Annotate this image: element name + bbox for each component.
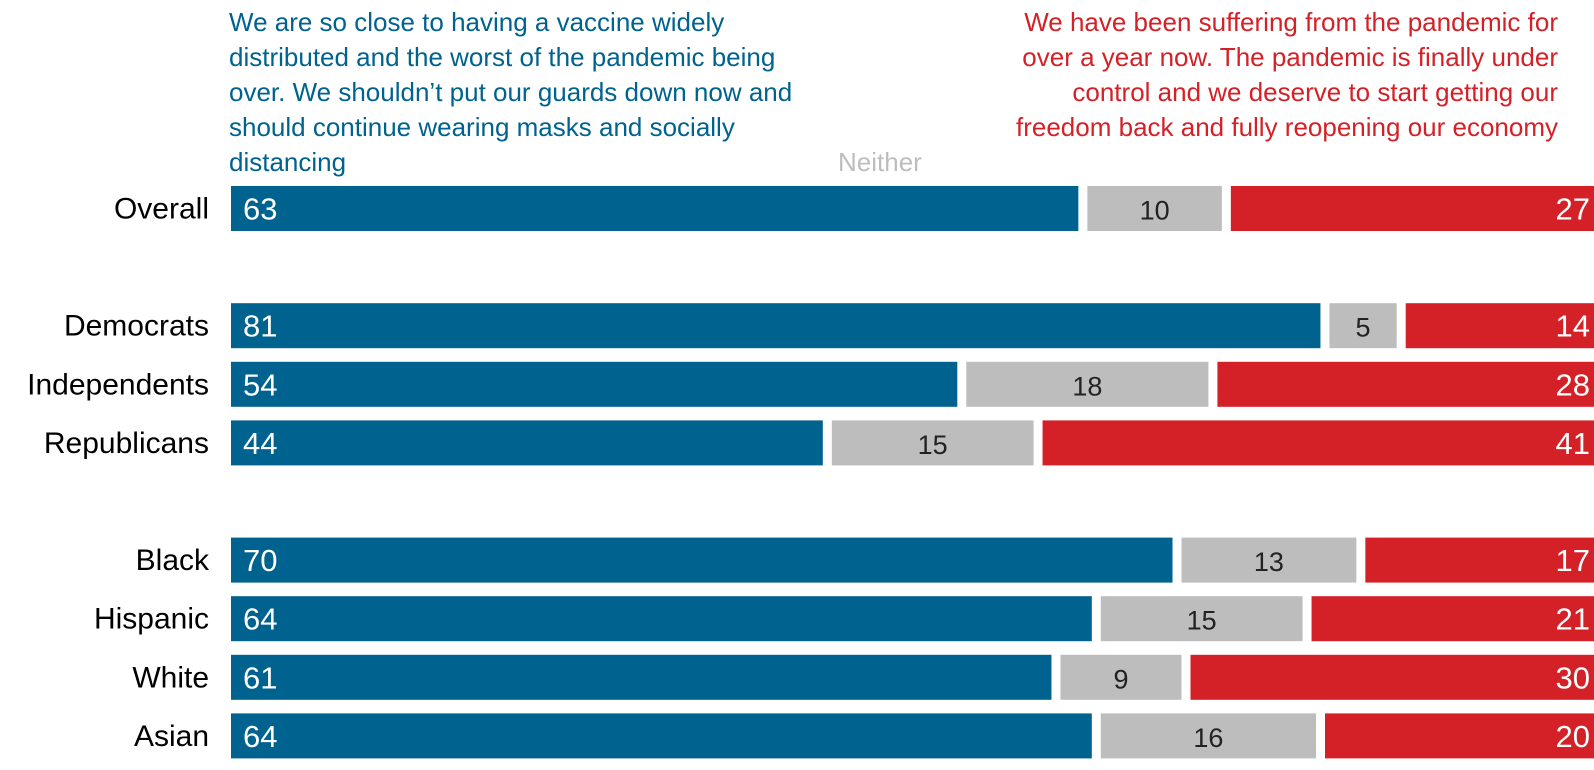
category-label-hispanic: Hispanic [94,603,209,636]
bar-right-republicans [1042,420,1594,466]
value-label-right-democrats: 14 [1556,309,1590,344]
value-label-middle-republicans: 15 [918,430,948,460]
bar-left-asian [231,713,1092,759]
category-label-republicans: Republicans [44,427,209,460]
value-label-middle-black: 13 [1254,547,1284,577]
bar-right-democrats [1405,303,1594,349]
category-label-asian: Asian [134,720,209,753]
bar-left-hispanic [231,596,1092,642]
neither-header: Neither [838,147,922,177]
value-label-left-black: 70 [243,543,277,578]
value-label-right-black: 17 [1556,543,1590,578]
bar-middle-white [1060,654,1182,700]
bar-middle-republicans [831,420,1034,466]
category-label-black: Black [136,544,210,577]
category-label-independents: Independents [27,368,209,401]
value-label-middle-overall: 10 [1140,196,1170,226]
category-label-white: White [132,661,209,694]
bar-left-white [231,654,1052,700]
value-label-middle-asian: 16 [1193,723,1223,753]
bar-middle-hispanic [1100,596,1303,642]
value-label-right-hispanic: 21 [1556,602,1590,637]
value-label-right-white: 30 [1556,660,1590,695]
bar-left-democrats [231,303,1321,349]
bar-middle-democrats [1329,303,1397,349]
value-label-left-white: 61 [243,660,277,695]
value-label-right-asian: 20 [1556,719,1590,754]
bar-middle-overall [1087,186,1222,231]
value-label-right-overall: 27 [1556,192,1590,227]
bar-middle-asian [1100,713,1316,759]
value-label-middle-white: 9 [1113,664,1128,694]
value-label-left-independents: 54 [243,367,277,402]
bar-right-asian [1325,713,1594,759]
bar-middle-independents [966,361,1209,407]
value-label-right-independents: 28 [1556,367,1590,402]
category-label-democrats: Democrats [64,310,209,343]
value-label-left-overall: 63 [243,192,277,227]
value-label-left-republicans: 44 [243,426,277,461]
value-label-left-asian: 64 [243,719,277,754]
value-label-middle-hispanic: 15 [1187,606,1217,636]
bar-left-republicans [231,420,823,466]
bar-right-independents [1217,361,1594,407]
value-label-middle-democrats: 5 [1356,313,1371,343]
right-position-header: We have been suffering from the pandemic… [1016,7,1558,142]
value-label-middle-independents: 18 [1072,371,1102,401]
category-label-overall: Overall [114,193,209,226]
bar-middle-black [1181,537,1357,583]
bar-left-overall [231,186,1079,231]
left-position-header: We are so close to having a vaccine wide… [229,7,793,177]
value-label-left-hispanic: 64 [243,602,277,637]
value-label-right-republicans: 41 [1556,426,1590,461]
bar-right-hispanic [1311,596,1594,642]
bar-left-independents [231,361,958,407]
bar-right-overall [1230,186,1594,231]
bar-left-black [231,537,1173,583]
bar-right-white [1190,654,1594,700]
value-label-left-democrats: 81 [243,309,277,344]
bar-right-black [1365,537,1594,583]
